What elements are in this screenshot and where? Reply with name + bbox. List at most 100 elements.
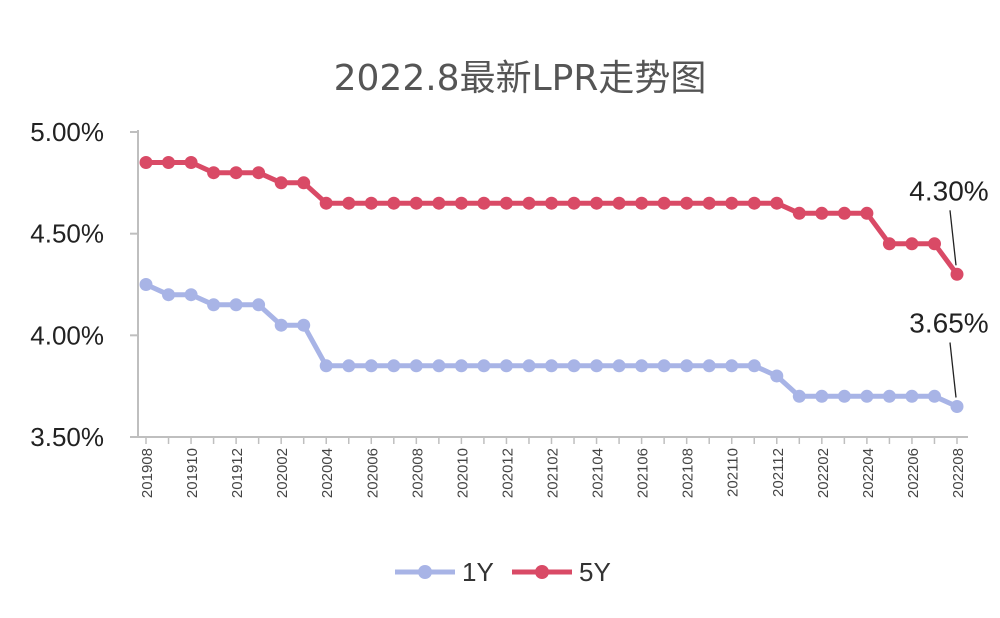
data-point-1y xyxy=(567,359,581,373)
data-point-1y xyxy=(477,359,491,373)
data-point-1y xyxy=(139,278,153,291)
data-point-1y xyxy=(432,359,446,373)
data-point-5y xyxy=(590,196,604,210)
y-tick-label: 5.00% xyxy=(30,117,104,147)
data-point-1y xyxy=(274,318,288,332)
data-point-1y xyxy=(815,389,829,403)
y-tick-label: 4.00% xyxy=(30,320,104,350)
data-point-5y xyxy=(522,196,536,210)
y-tick-group: 3.50% 4.00% 4.50% 5.00% xyxy=(30,117,138,452)
x-tick-label: 201910 xyxy=(184,448,201,498)
annotation-leader xyxy=(949,210,957,266)
data-point-1y xyxy=(725,359,739,373)
data-point-5y xyxy=(612,196,626,210)
x-tick-label: 202112 xyxy=(770,448,787,497)
data-point-1y xyxy=(162,288,175,302)
data-point-1y xyxy=(837,389,851,403)
data-point-5y xyxy=(252,166,266,180)
data-point-5y xyxy=(702,196,716,210)
legend-item-5y: 5Y xyxy=(512,557,611,587)
data-point-1y xyxy=(454,359,468,373)
data-point-1y xyxy=(928,389,941,403)
legend-5y-label: 5Y xyxy=(579,557,611,587)
data-point-5y xyxy=(837,206,851,220)
data-point-5y xyxy=(274,176,288,190)
data-point-1y xyxy=(680,359,694,373)
data-point-5y xyxy=(545,196,558,210)
data-point-5y xyxy=(882,237,896,251)
x-tick-label: 202002 xyxy=(274,448,291,498)
data-point-1y xyxy=(207,298,221,312)
series-line-1y xyxy=(144,282,959,409)
data-point-1y xyxy=(905,389,919,403)
data-point-1y xyxy=(545,359,558,373)
x-tick-label: 202008 xyxy=(409,448,426,498)
x-tick-label: 201908 xyxy=(139,448,156,498)
data-point-1y xyxy=(184,288,198,302)
series-line-5y xyxy=(146,160,960,276)
data-point-1y xyxy=(297,318,311,332)
legend-1y-label: 1Y xyxy=(462,557,494,587)
data-point-1y xyxy=(409,359,423,373)
data-point-5y xyxy=(815,206,829,220)
x-tick-label: 202106 xyxy=(635,448,652,498)
data-point-1y xyxy=(387,359,401,373)
data-point-1y xyxy=(229,298,243,312)
data-point-1y xyxy=(342,359,356,373)
data-point-1y xyxy=(702,359,716,373)
data-point-5y xyxy=(792,206,806,220)
data-point-1y xyxy=(860,389,874,403)
data-point-5y xyxy=(229,166,243,180)
data-point-5y xyxy=(905,237,919,251)
data-point-5y xyxy=(387,196,401,210)
legend-1y-marker xyxy=(418,565,432,579)
data-point-1y xyxy=(747,359,761,373)
x-tick-label: 202012 xyxy=(499,448,516,498)
data-point-5y xyxy=(635,196,649,210)
x-tick-label: 202202 xyxy=(815,448,832,498)
data-point-1y xyxy=(612,359,626,373)
annotation-group: 4.30% 3.65% xyxy=(909,175,989,398)
data-point-5y xyxy=(770,196,784,210)
data-point-1y xyxy=(364,359,378,373)
x-tick-label: 202110 xyxy=(725,448,742,497)
data-point-5y xyxy=(747,196,761,210)
data-point-1y xyxy=(499,359,513,373)
x-tick-label: 202010 xyxy=(454,448,471,498)
data-point-5y xyxy=(928,237,941,251)
data-point-5y xyxy=(950,267,964,281)
data-point-1y xyxy=(590,359,604,373)
data-point-5y xyxy=(139,156,153,169)
y-tick-label: 3.50% xyxy=(30,422,104,452)
x-tick-label: 202108 xyxy=(680,448,697,498)
data-point-5y xyxy=(860,206,874,220)
data-point-5y xyxy=(454,196,468,210)
x-tick-label: 202206 xyxy=(905,448,922,498)
data-point-5y xyxy=(162,156,175,169)
data-point-5y xyxy=(207,166,221,180)
data-point-1y xyxy=(522,359,536,373)
data-point-1y xyxy=(770,369,784,383)
data-point-1y xyxy=(635,359,649,373)
x-tick-label: 202204 xyxy=(860,448,877,498)
annotation-label: 4.30% xyxy=(909,175,988,206)
data-point-5y xyxy=(432,196,446,210)
data-point-1y xyxy=(792,389,806,403)
x-tick-label: 202102 xyxy=(545,448,562,498)
data-point-1y xyxy=(882,389,896,403)
legend: 1Y 5Y xyxy=(395,557,611,587)
x-tick-group: 201908 201910 201912 202002 202004 202006 2020… xyxy=(139,437,967,498)
data-point-1y xyxy=(319,359,333,373)
data-point-5y xyxy=(342,196,356,210)
data-point-5y xyxy=(567,196,581,210)
annotation-leader xyxy=(949,342,957,398)
data-point-5y xyxy=(319,196,333,210)
data-point-5y xyxy=(409,196,423,210)
annotation-label: 3.65% xyxy=(909,308,988,339)
data-point-1y xyxy=(657,359,671,373)
data-point-5y xyxy=(184,156,198,169)
series-group xyxy=(139,156,964,413)
data-point-5y xyxy=(477,196,491,210)
